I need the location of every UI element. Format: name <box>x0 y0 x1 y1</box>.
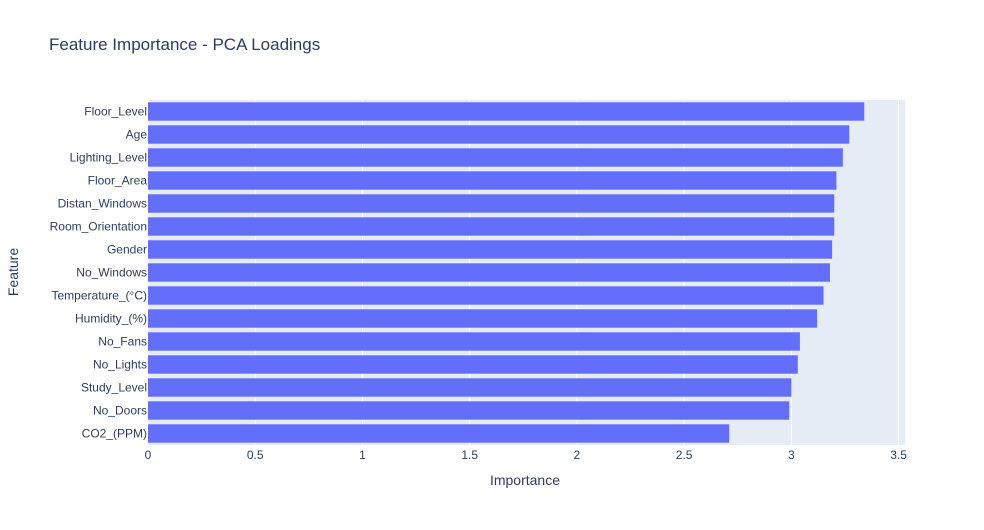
bar[interactable] <box>148 125 850 144</box>
y-tick-label: CO2_(PPM) <box>82 427 147 441</box>
bar[interactable] <box>148 309 818 328</box>
y-tick-label: Lighting_Level <box>70 151 147 165</box>
bar[interactable] <box>148 332 800 351</box>
bar[interactable] <box>148 217 835 236</box>
bar[interactable] <box>148 194 835 213</box>
bars <box>148 102 865 443</box>
y-tick-label: Humidity_(%) <box>75 312 147 326</box>
x-tick-label: 1 <box>359 448 366 462</box>
y-tick-label: Distan_Windows <box>58 197 147 211</box>
y-tick-label: Temperature_(°C) <box>52 289 148 303</box>
y-tick-label: Gender <box>107 243 147 257</box>
bar[interactable] <box>148 240 833 259</box>
x-tick-labels: 0 0.5 1 1.5 2 2.5 3 3.5 <box>145 448 908 462</box>
x-tick-label: 1.5 <box>461 448 478 462</box>
y-tick-label: No_Fans <box>98 335 147 349</box>
x-tick-label: 2 <box>574 448 581 462</box>
y-tick-labels: Floor_Level Age Lighting_Level Floor_Area Di… <box>50 105 148 441</box>
x-tick-label: 0.5 <box>247 448 264 462</box>
x-tick-label: 3 <box>788 448 795 462</box>
y-tick-label: No_Lights <box>93 358 147 372</box>
y-tick-label: Floor_Level <box>84 105 147 119</box>
bar[interactable] <box>148 171 837 190</box>
bar[interactable] <box>148 148 843 167</box>
bar[interactable] <box>148 355 798 374</box>
x-tick-label: 0 <box>145 448 152 462</box>
bar[interactable] <box>148 263 830 282</box>
bar[interactable] <box>148 424 730 443</box>
y-tick-label: Floor_Area <box>88 174 148 188</box>
y-tick-label: Age <box>126 128 148 142</box>
y-tick-label: No_Doors <box>93 404 147 418</box>
chart-title: Feature Importance - PCA Loadings <box>49 35 320 54</box>
bar[interactable] <box>148 102 865 121</box>
y-tick-label: Room_Orientation <box>50 220 147 234</box>
x-tick-label: 2.5 <box>676 448 693 462</box>
bar[interactable] <box>148 378 792 397</box>
x-tick-label: 3.5 <box>890 448 907 462</box>
y-tick-label: No_Windows <box>76 266 147 280</box>
bar[interactable] <box>148 401 790 420</box>
bar[interactable] <box>148 286 824 305</box>
x-axis-title: Importance <box>490 472 560 488</box>
y-axis-title: Feature <box>5 248 21 296</box>
y-tick-label: Study_Level <box>81 381 147 395</box>
